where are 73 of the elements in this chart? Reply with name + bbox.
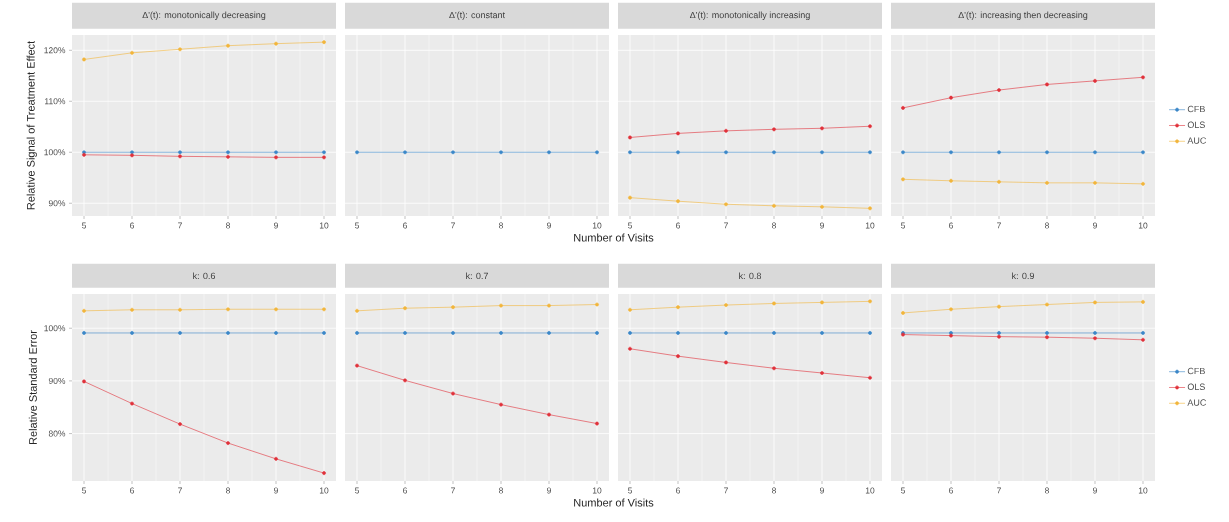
x-tick-label: 6 — [676, 487, 680, 494]
x-tick-label: 10 — [865, 222, 875, 229]
y-tick-label: 80% — [48, 430, 66, 437]
chart-title: k: 0.7 — [466, 272, 488, 280]
x-tick-label: 8 — [499, 487, 503, 494]
x-tick-label: 10 — [319, 487, 329, 494]
x-tick-label: 8 — [1045, 487, 1049, 494]
x-tick-label: 5 — [82, 222, 87, 229]
x-tick-label: 9 — [1093, 487, 1097, 494]
x-tick-label: 6 — [403, 222, 408, 229]
x-tick-label: 7 — [451, 487, 455, 494]
x-tick-label: 10 — [319, 222, 329, 229]
y-tick-label: 90% — [48, 377, 66, 384]
x-tick-label: 8 — [226, 487, 231, 494]
y-axis-title: Relative Signal of Treatment Effect — [26, 40, 37, 210]
x-tick-label: 6 — [949, 222, 953, 229]
x-tick-label: 8 — [772, 222, 776, 229]
x-tick-label: 10 — [592, 487, 602, 494]
x-tick-label: 9 — [274, 487, 278, 494]
x-tick-label: 5 — [354, 222, 360, 229]
y-tick-label: 100% — [44, 149, 66, 156]
legend-label: OLS — [1187, 121, 1205, 128]
x-tick-label: 5 — [82, 487, 87, 494]
x-tick-label: 8 — [1045, 222, 1049, 229]
x-axis-title: Number of Visits — [574, 498, 654, 507]
x-tick-label: 8 — [499, 222, 503, 229]
y-tick-label: 120% — [44, 47, 66, 54]
x-tick-label: 6 — [403, 487, 408, 494]
x-axis-title: Number of Visits — [574, 233, 654, 242]
legend-label: OLS — [1187, 383, 1205, 390]
x-tick-label: 5 — [627, 222, 633, 229]
x-tick-label: 7 — [178, 487, 182, 494]
legend-label: AUC — [1187, 399, 1207, 406]
x-tick-label: 10 — [592, 222, 602, 229]
x-tick-label: 7 — [997, 487, 1001, 494]
x-tick-label: 7 — [451, 222, 455, 229]
chart-title: Δ'(t): constant — [449, 11, 505, 20]
x-tick-label: 10 — [865, 487, 875, 494]
legend-label: CFB — [1187, 367, 1205, 375]
chart-title: Δ'(t): monotonically decreasing — [142, 11, 266, 20]
x-tick-label: 5 — [900, 222, 906, 229]
x-tick-label: 5 — [354, 487, 360, 494]
legend-label: AUC — [1187, 137, 1207, 144]
legend-label: CFB — [1187, 105, 1205, 113]
x-tick-label: 6 — [949, 487, 953, 494]
x-tick-label: 10 — [1138, 487, 1148, 494]
y-tick-label: 90% — [48, 200, 66, 207]
x-tick-label: 5 — [627, 487, 633, 494]
x-tick-label: 9 — [274, 222, 278, 229]
x-tick-label: 7 — [724, 487, 728, 494]
x-tick-label: 9 — [1093, 222, 1097, 229]
chart-title: k: 0.8 — [739, 272, 762, 280]
x-tick-label: 9 — [820, 222, 824, 229]
x-tick-label: 6 — [676, 222, 680, 229]
y-axis-title: Relative Standard Error — [28, 330, 37, 445]
chart-title: k: 0.9 — [1012, 272, 1034, 280]
x-tick-label: 9 — [547, 487, 551, 494]
x-tick-label: 7 — [178, 222, 182, 229]
y-tick-label: 100% — [44, 325, 66, 332]
chart-title: Δ'(t): monotonically increasing — [689, 11, 810, 20]
x-tick-label: 8 — [226, 222, 231, 229]
x-tick-label: 8 — [772, 487, 776, 494]
chart-title: k: 0.6 — [193, 272, 216, 280]
x-tick-label: 7 — [724, 222, 728, 229]
x-tick-label: 5 — [900, 487, 906, 494]
x-tick-label: 7 — [997, 222, 1001, 229]
x-tick-label: 6 — [130, 487, 135, 494]
chart-title: Δ'(t): increasing then decreasing — [958, 11, 1088, 20]
x-tick-label: 9 — [820, 487, 824, 494]
y-tick-label: 110% — [45, 98, 66, 105]
x-tick-label: 9 — [547, 222, 551, 229]
x-tick-label: 6 — [130, 222, 135, 229]
x-tick-label: 10 — [1138, 222, 1148, 229]
